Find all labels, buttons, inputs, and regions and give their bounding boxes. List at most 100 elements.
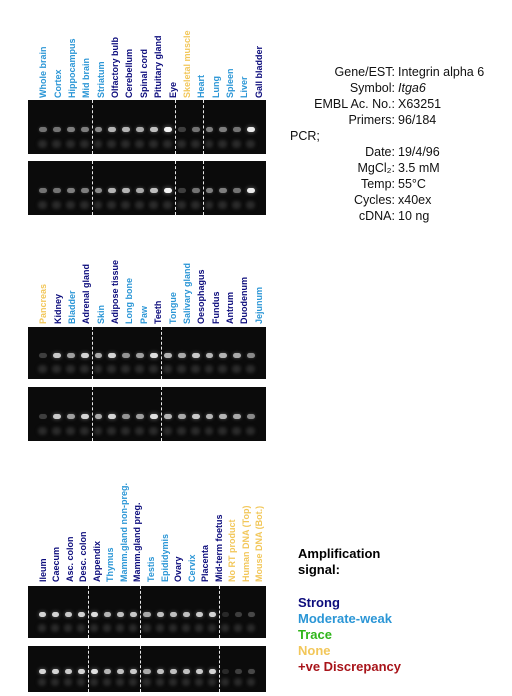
lane-label: Teeth (153, 300, 164, 324)
primer-dimer-smear (176, 201, 186, 209)
legend-item-strong: Strong (298, 595, 340, 610)
pcr-band (117, 669, 125, 674)
primer-dimer-smear (190, 365, 200, 373)
info-row: PCR; (290, 128, 484, 144)
pcr-band (205, 127, 214, 132)
lane-label: Cerebellum (124, 48, 135, 98)
pcr-band (122, 127, 131, 132)
pcr-band (150, 188, 158, 193)
pcr-band (80, 414, 89, 419)
primer-dimer-smear (218, 427, 228, 435)
primer-dimer-smear (116, 624, 125, 632)
primer-dimer-smear (51, 201, 61, 209)
lane-label: Placenta (200, 544, 211, 582)
primer-dimer-smear (79, 201, 89, 209)
lane-group-divider (202, 100, 204, 154)
primer-dimer-smear (246, 365, 255, 373)
lane-group-divider (218, 586, 220, 638)
pcr-band (52, 612, 60, 617)
pcr-band (233, 127, 242, 132)
lane-label: Salivary gland (181, 262, 192, 324)
primer-dimer-smear (149, 201, 158, 209)
primer-dimer-smear (162, 427, 172, 435)
lane-label: Tongue (167, 292, 178, 324)
info-value: Integrin alpha 6 (398, 65, 485, 79)
lane-group-divider (160, 327, 162, 379)
primer-dimer-smear (181, 678, 190, 686)
info-key: cDNA: (358, 209, 395, 223)
pcr-band (233, 414, 242, 419)
lane-label: Human DNA (Top) (240, 505, 251, 583)
pcr-band (233, 188, 242, 193)
primer-dimer-smear (93, 201, 103, 209)
pcr-band (122, 353, 131, 358)
primer-dimer-smear (246, 624, 255, 632)
primer-dimer-smear (107, 140, 117, 148)
lane-label: Cortex (52, 69, 63, 98)
info-key: Symbol: (349, 81, 395, 95)
primer-dimer-smear (129, 678, 138, 686)
info-key: Cycles: (354, 193, 395, 207)
primer-dimer-smear (194, 624, 203, 632)
info-value: 55°C (398, 177, 426, 191)
primer-dimer-smear (79, 140, 89, 148)
primer-dimer-smear (233, 624, 242, 632)
primer-dimer-smear (121, 365, 131, 373)
pcr-band (208, 612, 216, 617)
primer-dimer-smear (103, 624, 112, 632)
primer-dimer-smear (77, 624, 86, 632)
pcr-band (234, 612, 242, 617)
primer-dimer-smear (107, 427, 117, 435)
lane-label: Mouse DNA (Bot.) (254, 505, 265, 582)
pcr-band (177, 353, 186, 358)
pcr-band (150, 353, 158, 358)
lane-label: Spinal cord (138, 48, 149, 98)
primer-dimer-smear (107, 201, 117, 209)
primer-dimer-smear (90, 624, 99, 632)
pcr-band (221, 612, 229, 617)
info-row: Symbol: Itga6 (290, 80, 484, 96)
amplification-legend: Amplification signal: Strong Moderate-wea… (298, 546, 401, 675)
pcr-band (66, 353, 75, 358)
primer-dimer-smear (38, 201, 47, 209)
lane-label: Cervix (186, 554, 197, 582)
gel-image-peripheral-tissues-top (28, 327, 266, 379)
primer-dimer-smear (116, 678, 125, 686)
pcr-band (130, 669, 138, 674)
primer-dimer-smear (51, 427, 61, 435)
pcr-band (163, 353, 172, 358)
primer-dimer-smear (232, 427, 242, 435)
lane-label: Testis (146, 556, 156, 582)
primer-dimer-smear (149, 140, 158, 148)
pcr-band (108, 353, 117, 358)
pcr-band (91, 612, 99, 617)
primer-dimer-smear (190, 427, 200, 435)
primer-dimer-smear (190, 201, 200, 209)
lane-group-divider (140, 646, 142, 692)
pcr-band (169, 612, 177, 617)
pcr-band (91, 669, 99, 674)
pcr-band (221, 669, 229, 674)
lane-label: Duodenum (239, 277, 250, 324)
lane-label: Mid-term foetus (213, 514, 224, 583)
lane-label: Long bone (124, 278, 135, 324)
legend-item-moderate-weak: Moderate-weak (298, 611, 392, 626)
lane-label: Asc. colon (64, 536, 75, 582)
legend-title-line1: Amplification (298, 546, 381, 561)
info-key: Date: (365, 145, 395, 159)
lane-group-divider (174, 161, 176, 215)
pcr-band (195, 612, 203, 617)
pcr-band (233, 353, 242, 358)
primer-dimer-smear (90, 678, 99, 686)
lane-group-divider (91, 387, 93, 441)
pcr-band (247, 612, 255, 617)
pcr-band (191, 127, 200, 132)
legend-item-none: None (298, 643, 331, 658)
lane-label: Whole brain (38, 46, 49, 99)
primer-dimer-smear (232, 365, 242, 373)
pcr-band (205, 353, 214, 358)
primer-dimer-smear (79, 427, 89, 435)
primer-dimer-smear (129, 624, 138, 632)
primer-dimer-smear (246, 140, 255, 148)
lane-label: Mamm.gland non-preg. (118, 483, 129, 582)
